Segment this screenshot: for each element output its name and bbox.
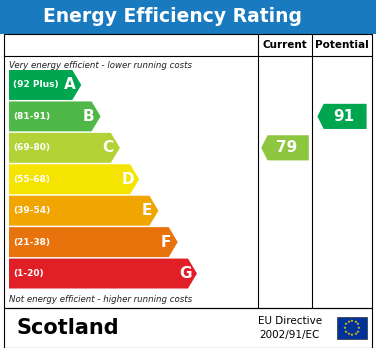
Text: ★: ★ bbox=[343, 326, 347, 330]
Text: (21-38): (21-38) bbox=[13, 238, 50, 247]
Bar bbox=[0, 0, 376, 34]
Text: ★: ★ bbox=[350, 319, 354, 323]
Text: (69-80): (69-80) bbox=[13, 143, 50, 152]
Polygon shape bbox=[9, 227, 178, 257]
Text: (55-68): (55-68) bbox=[13, 175, 50, 184]
Text: ★: ★ bbox=[347, 332, 350, 336]
Text: 91: 91 bbox=[333, 109, 355, 124]
Polygon shape bbox=[317, 104, 367, 129]
Text: (92 Plus): (92 Plus) bbox=[13, 80, 59, 89]
Text: Potential: Potential bbox=[315, 40, 369, 50]
Text: (1-20): (1-20) bbox=[13, 269, 44, 278]
Text: ★: ★ bbox=[353, 320, 358, 324]
Text: F: F bbox=[161, 235, 171, 250]
Bar bbox=[4, 308, 372, 348]
Text: Not energy efficient - higher running costs: Not energy efficient - higher running co… bbox=[9, 294, 192, 303]
Text: D: D bbox=[121, 172, 134, 187]
Text: E: E bbox=[141, 203, 152, 218]
Text: (39-54): (39-54) bbox=[13, 206, 50, 215]
Text: C: C bbox=[103, 140, 114, 155]
Text: B: B bbox=[83, 109, 95, 124]
Text: ★: ★ bbox=[353, 332, 358, 336]
Text: ★: ★ bbox=[356, 330, 360, 333]
Text: G: G bbox=[179, 266, 191, 281]
Text: ★: ★ bbox=[350, 333, 354, 337]
Text: ★: ★ bbox=[356, 323, 360, 326]
Polygon shape bbox=[9, 101, 101, 131]
Text: ★: ★ bbox=[344, 330, 348, 333]
Text: ★: ★ bbox=[357, 326, 361, 330]
Text: A: A bbox=[64, 78, 76, 93]
Text: Very energy efficient - lower running costs: Very energy efficient - lower running co… bbox=[9, 61, 192, 70]
Polygon shape bbox=[9, 164, 139, 194]
Polygon shape bbox=[9, 70, 81, 100]
Polygon shape bbox=[9, 133, 120, 163]
Polygon shape bbox=[9, 196, 158, 226]
Text: (81-91): (81-91) bbox=[13, 112, 50, 121]
Text: Energy Efficiency Rating: Energy Efficiency Rating bbox=[44, 8, 302, 26]
Polygon shape bbox=[9, 259, 197, 288]
Text: Scotland: Scotland bbox=[16, 318, 118, 338]
Text: 79: 79 bbox=[276, 140, 297, 155]
Bar bbox=[337, 317, 367, 339]
Text: Current: Current bbox=[262, 40, 307, 50]
Polygon shape bbox=[261, 135, 309, 160]
Text: 2002/91/EC: 2002/91/EC bbox=[260, 330, 320, 340]
Bar bbox=[4, 34, 372, 308]
Text: ★: ★ bbox=[344, 323, 348, 326]
Text: EU Directive: EU Directive bbox=[258, 316, 322, 326]
Text: ★: ★ bbox=[347, 320, 350, 324]
